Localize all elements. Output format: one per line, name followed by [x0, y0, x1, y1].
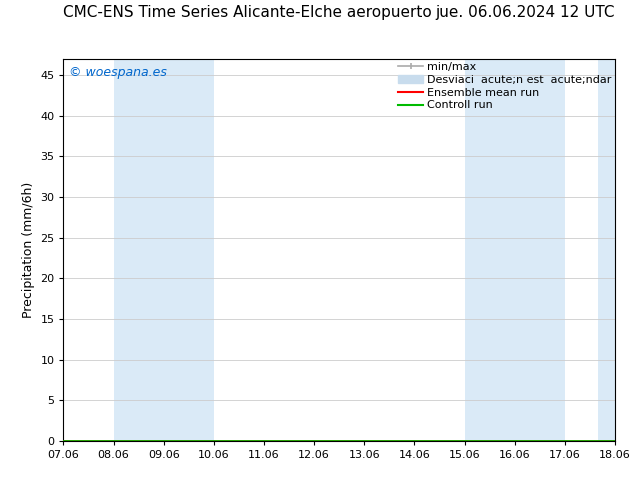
Bar — [113, 59, 214, 441]
Text: CMC-ENS Time Series Alicante-Elche aeropuerto: CMC-ENS Time Series Alicante-Elche aerop… — [63, 4, 432, 20]
Y-axis label: Precipitation (mm/6h): Precipitation (mm/6h) — [22, 182, 35, 318]
Text: © woespana.es: © woespana.es — [69, 67, 167, 79]
Legend: min/max, Desviaci  acute;n est  acute;ndar, Ensemble mean run, Controll run: min/max, Desviaci acute;n est acute;ndar… — [398, 62, 612, 110]
Text: jue. 06.06.2024 12 UTC: jue. 06.06.2024 12 UTC — [436, 4, 615, 20]
Bar — [598, 59, 615, 441]
Bar — [465, 59, 565, 441]
